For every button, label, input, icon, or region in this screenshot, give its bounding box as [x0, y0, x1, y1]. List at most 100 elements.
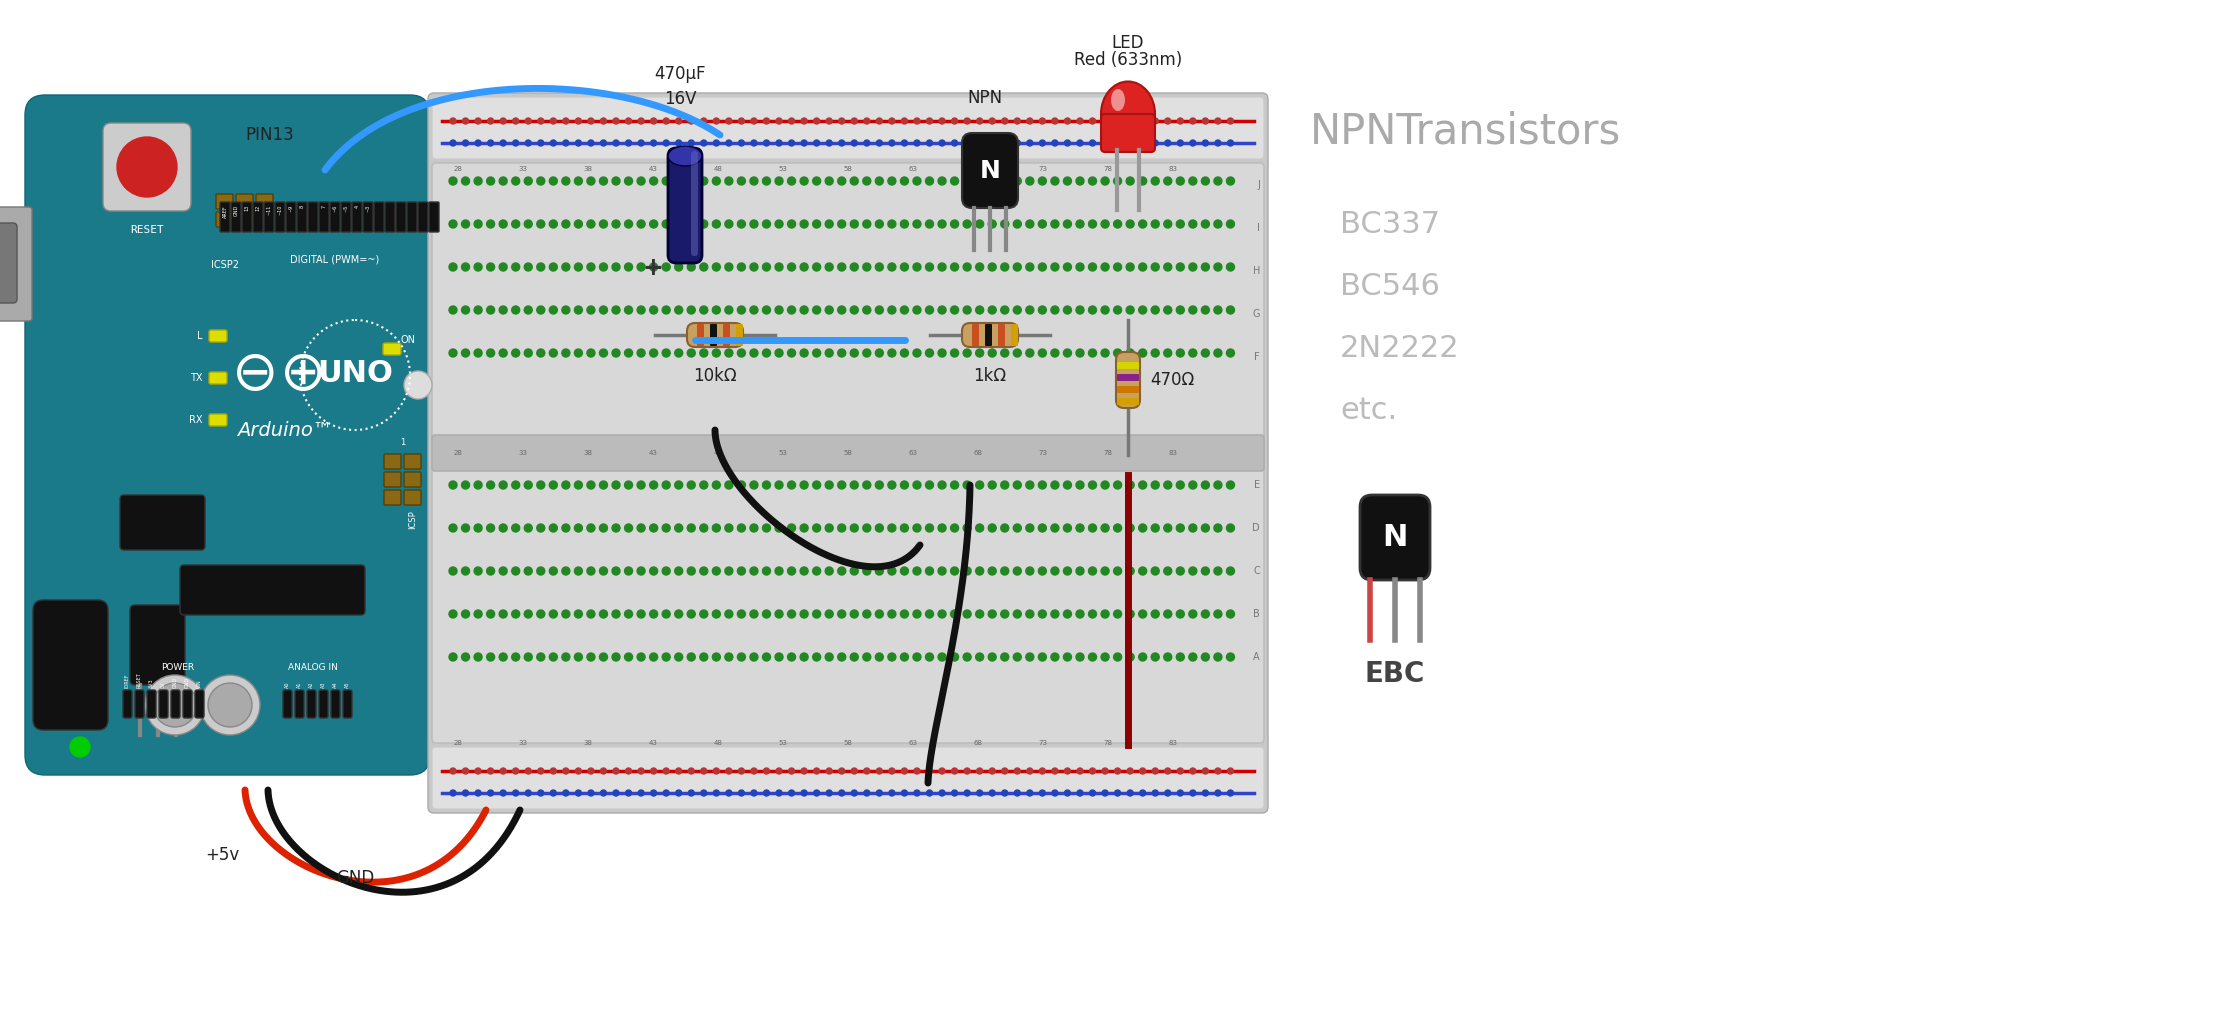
Circle shape — [613, 790, 619, 796]
Circle shape — [1088, 306, 1097, 314]
Circle shape — [939, 263, 946, 271]
Circle shape — [839, 768, 846, 774]
Circle shape — [537, 610, 544, 618]
Circle shape — [1139, 768, 1146, 774]
Circle shape — [586, 567, 595, 575]
Circle shape — [675, 263, 684, 271]
Circle shape — [726, 306, 733, 314]
Circle shape — [950, 481, 959, 489]
Circle shape — [650, 220, 657, 228]
Circle shape — [637, 524, 646, 532]
Circle shape — [963, 220, 970, 228]
Circle shape — [575, 790, 582, 796]
Circle shape — [1101, 768, 1108, 774]
FancyBboxPatch shape — [433, 435, 1263, 471]
FancyBboxPatch shape — [1117, 352, 1141, 408]
Circle shape — [1077, 177, 1083, 185]
Circle shape — [901, 263, 908, 271]
Circle shape — [1163, 220, 1172, 228]
Circle shape — [1214, 118, 1221, 124]
Circle shape — [599, 790, 606, 796]
Text: 12: 12 — [255, 205, 260, 211]
Circle shape — [950, 610, 959, 618]
Circle shape — [1163, 567, 1172, 575]
Circle shape — [511, 350, 519, 357]
Circle shape — [1152, 481, 1159, 489]
Circle shape — [1139, 567, 1148, 575]
Circle shape — [963, 118, 970, 124]
FancyBboxPatch shape — [384, 472, 402, 487]
Circle shape — [1177, 481, 1183, 489]
Circle shape — [799, 481, 808, 489]
Circle shape — [1050, 306, 1059, 314]
Text: 33: 33 — [519, 740, 528, 746]
Circle shape — [564, 118, 568, 124]
Circle shape — [864, 140, 870, 146]
Circle shape — [451, 118, 455, 124]
FancyBboxPatch shape — [433, 163, 1263, 743]
Circle shape — [788, 567, 795, 575]
Circle shape — [662, 610, 670, 618]
Circle shape — [688, 790, 695, 796]
Circle shape — [713, 481, 719, 489]
Circle shape — [1077, 306, 1083, 314]
Circle shape — [548, 481, 557, 489]
Circle shape — [850, 481, 859, 489]
Circle shape — [548, 610, 557, 618]
Circle shape — [624, 306, 633, 314]
Text: A5: A5 — [344, 681, 349, 688]
Circle shape — [702, 768, 706, 774]
Circle shape — [826, 524, 832, 532]
Circle shape — [575, 140, 582, 146]
Circle shape — [761, 610, 770, 618]
Text: D: D — [1252, 523, 1261, 533]
FancyBboxPatch shape — [297, 202, 306, 232]
Text: 78: 78 — [1103, 450, 1112, 456]
Circle shape — [699, 177, 708, 185]
FancyBboxPatch shape — [160, 690, 169, 718]
Circle shape — [475, 524, 482, 532]
Circle shape — [1063, 350, 1072, 357]
Circle shape — [475, 140, 482, 146]
Circle shape — [1203, 118, 1208, 124]
Circle shape — [537, 481, 544, 489]
Text: 5V: 5V — [160, 681, 166, 688]
Circle shape — [777, 118, 781, 124]
Circle shape — [511, 524, 519, 532]
Circle shape — [750, 140, 757, 146]
Circle shape — [675, 140, 682, 146]
Circle shape — [888, 220, 897, 228]
Circle shape — [1190, 220, 1197, 228]
Circle shape — [1201, 524, 1210, 532]
Text: 1kΩ: 1kΩ — [972, 367, 1006, 385]
Circle shape — [950, 177, 959, 185]
Text: ~9: ~9 — [289, 205, 293, 212]
Circle shape — [511, 220, 519, 228]
Circle shape — [526, 140, 531, 146]
Circle shape — [926, 263, 932, 271]
Circle shape — [901, 481, 908, 489]
FancyBboxPatch shape — [406, 202, 417, 232]
Circle shape — [1201, 220, 1210, 228]
Circle shape — [613, 306, 619, 314]
Circle shape — [1077, 790, 1083, 796]
Circle shape — [1152, 524, 1159, 532]
Circle shape — [726, 220, 733, 228]
Circle shape — [990, 140, 995, 146]
Circle shape — [1177, 118, 1183, 124]
Circle shape — [875, 306, 884, 314]
Circle shape — [575, 220, 582, 228]
Circle shape — [1214, 653, 1221, 661]
FancyBboxPatch shape — [342, 202, 351, 232]
Circle shape — [599, 350, 608, 357]
Circle shape — [926, 350, 932, 357]
Circle shape — [1101, 263, 1110, 271]
Circle shape — [1077, 220, 1083, 228]
Text: ⊕: ⊕ — [280, 348, 326, 402]
Circle shape — [713, 653, 719, 661]
Text: ON: ON — [400, 335, 415, 345]
FancyBboxPatch shape — [135, 690, 144, 718]
Circle shape — [575, 610, 582, 618]
Circle shape — [524, 177, 533, 185]
Text: GND: GND — [184, 676, 189, 688]
